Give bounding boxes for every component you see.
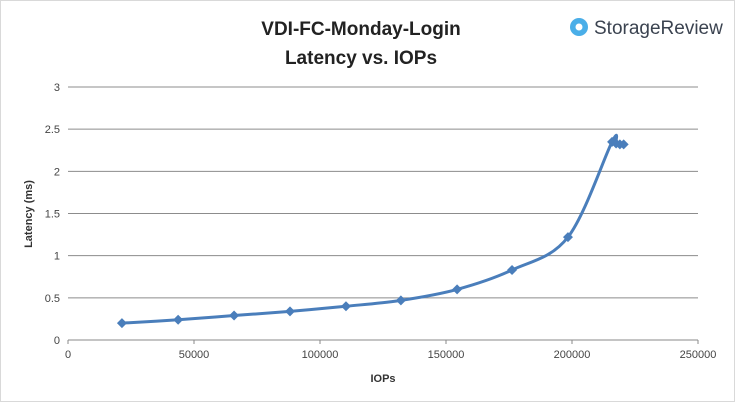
y-tick-label: 2.5 — [45, 124, 60, 136]
x-tick-label: 200000 — [554, 349, 591, 361]
x-tick-label: 0 — [65, 349, 71, 361]
x-tick-label: 100000 — [302, 349, 339, 361]
y-tick-label: 0 — [54, 335, 60, 347]
storagereview-logo: StorageReview — [570, 18, 723, 39]
data-point-marker — [507, 265, 518, 276]
x-tick-labels: 0 50000 100000 150000 200000 250000 — [65, 349, 716, 361]
data-point-marker — [229, 310, 240, 321]
y-tick-label: 1 — [54, 251, 60, 263]
data-point-marker — [116, 318, 127, 329]
data-point-marker — [285, 306, 296, 317]
y-tick-label: 3 — [54, 82, 60, 94]
logo-text: StorageReview — [594, 18, 723, 39]
data-point-marker — [395, 295, 406, 306]
series-markers — [116, 136, 629, 329]
x-axis-label: IOPs — [370, 373, 395, 385]
data-point-marker — [452, 284, 463, 295]
series-line — [121, 133, 624, 325]
y-axis-label: Latency (ms) — [23, 180, 35, 248]
y-tick-labels: 0 0.5 1 1.5 2 2.5 3 — [45, 82, 60, 347]
y-tick-label: 0.5 — [45, 293, 60, 305]
x-tick-label: 50000 — [179, 349, 210, 361]
gridlines — [67, 86, 699, 344]
data-point-marker — [618, 139, 629, 150]
x-tick-label: 150000 — [428, 349, 465, 361]
data-point-marker — [562, 232, 573, 243]
logo-icon-hole — [575, 23, 583, 31]
data-point-marker — [173, 314, 184, 325]
data-point-marker — [340, 301, 351, 312]
chart-title-line2: Latency vs. IOPs — [285, 48, 437, 69]
y-tick-label: 1.5 — [45, 209, 60, 221]
x-tick-label: 250000 — [680, 349, 717, 361]
chart-title-line1: VDI-FC-Monday-Login — [261, 19, 460, 40]
y-tick-label: 2 — [54, 166, 60, 178]
